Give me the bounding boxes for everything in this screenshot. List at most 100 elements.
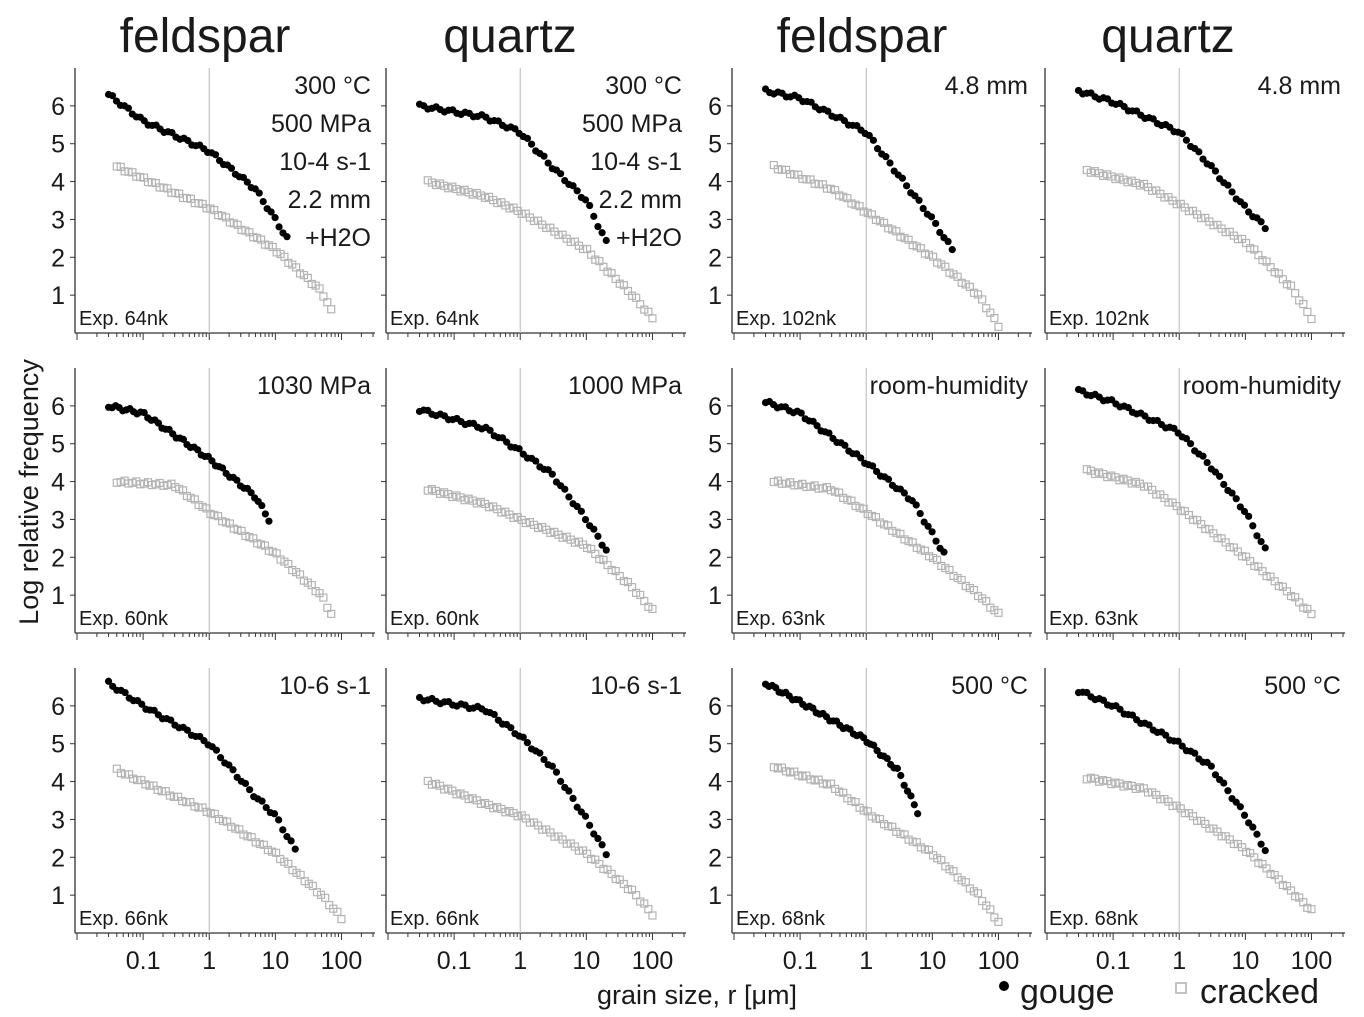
gouge-point [893, 764, 901, 772]
gouge-point [519, 733, 527, 741]
gouge-point [557, 777, 565, 785]
gouge-point [179, 435, 187, 443]
gouge-point [216, 754, 225, 762]
gouge-point [507, 724, 515, 732]
y-tick-label: 2 [51, 244, 65, 272]
gouge-point [940, 548, 948, 556]
gouge-point [271, 214, 279, 222]
y-tick-label: 3 [708, 806, 722, 834]
y-tick-label: 6 [51, 693, 65, 721]
gouge-point [1216, 472, 1224, 480]
y-tick-label: 5 [51, 431, 65, 459]
column-title-4: quartz [1101, 10, 1234, 63]
condition-label: 4.8 mm [945, 72, 1028, 100]
cracked-point [327, 609, 336, 618]
gouge-point [590, 212, 598, 220]
gouge-point [927, 213, 936, 221]
gouge-point [602, 236, 610, 245]
gouge-point [1261, 224, 1269, 233]
gouge-point [944, 237, 952, 246]
y-tick-label: 5 [51, 131, 65, 159]
gouge-point [1178, 130, 1186, 138]
y-tick-label: 2 [708, 544, 722, 572]
panel-6: Exp. 60nk 1000 MPa [381, 368, 686, 640]
experiment-label: Exp. 64nk [79, 308, 169, 330]
panel-10: 0.1 1 10 100 Exp. 66nk 10-6 s-1 [381, 668, 686, 975]
gouge-point [283, 233, 291, 241]
y-tick-label: 4 [51, 769, 65, 797]
gouge-point [287, 837, 295, 845]
y-tick-label: 6 [708, 93, 722, 121]
y-tick-label: 1 [51, 282, 65, 310]
experiment-label: Exp. 60nk [390, 608, 480, 630]
y-tick-label: 3 [708, 206, 722, 234]
y-tick-label: 2 [708, 844, 722, 872]
y-tick-label: 3 [51, 206, 65, 234]
y-tick-label: 3 [708, 506, 722, 534]
gouge-point [924, 522, 932, 530]
gouge-point [1236, 503, 1244, 511]
gouge-point [1240, 201, 1249, 209]
x-tick-label: 10 [918, 947, 946, 975]
panel-4: Exp. 102nk 4.8 mm [1040, 68, 1345, 340]
gouge-point [1257, 218, 1265, 226]
gouge-point [1253, 532, 1261, 540]
gouge-point [948, 246, 956, 254]
gouge-point [573, 502, 581, 511]
gouge-point [552, 768, 561, 776]
gouge-point [265, 517, 273, 525]
gouge-point [869, 136, 878, 144]
cracked-point [648, 911, 657, 920]
experiment-label: Exp. 68nk [736, 908, 826, 930]
gouge-point [903, 182, 911, 190]
cracked-point [994, 917, 1003, 926]
x-tick-label: 10 [572, 947, 600, 975]
gouge-point [873, 145, 882, 153]
gouge-point [1220, 779, 1228, 787]
gouge-point [1228, 489, 1236, 497]
experiment-label: Exp. 60nk [79, 608, 169, 630]
gouge-point [1228, 188, 1236, 196]
gouge-point [536, 749, 544, 757]
gouge-point [914, 810, 922, 818]
gouge-point [915, 196, 923, 204]
cracked-point [1291, 289, 1300, 298]
condition-label: 10-6 s-1 [590, 672, 682, 700]
gouge-point [527, 140, 536, 148]
gouge-point [919, 204, 927, 213]
gouge-point [490, 710, 498, 719]
y-tick-label: 1 [708, 582, 722, 610]
gouge-point [598, 841, 606, 849]
y-tick-label: 4 [708, 469, 722, 497]
gouge-point [515, 445, 523, 453]
gouge-point [932, 219, 940, 228]
gouge-point [1253, 830, 1261, 838]
gouge-point [212, 746, 221, 754]
condition-label: 10-6 s-1 [279, 672, 371, 700]
gouge-point [1240, 811, 1249, 819]
gouge-point [229, 766, 237, 774]
gouge-point [1236, 803, 1244, 811]
x-tick-label: 10 [1231, 947, 1259, 975]
y-tick-label: 6 [708, 393, 722, 421]
cracked-point [648, 604, 657, 614]
gouge-point [1224, 787, 1232, 795]
gouge-point [239, 173, 247, 182]
condition-label: 10-4 s-1 [590, 148, 682, 176]
condition-label: 500 °C [1264, 672, 1341, 700]
gouge-point [869, 462, 877, 470]
cracked-point [337, 915, 346, 924]
gouge-point [104, 677, 113, 685]
gouge-point [486, 426, 494, 434]
legend-gouge-marker [999, 981, 1009, 991]
y-tick-label: 4 [51, 169, 65, 197]
gouge-point [270, 810, 279, 818]
gouge-point [503, 438, 511, 446]
gouge-point [1207, 762, 1215, 770]
gouge-point [932, 537, 940, 545]
condition-label: room-humidity [1183, 372, 1342, 400]
cracked-point [990, 313, 999, 323]
y-tick-label: 3 [51, 806, 65, 834]
gouge-point [275, 223, 283, 231]
